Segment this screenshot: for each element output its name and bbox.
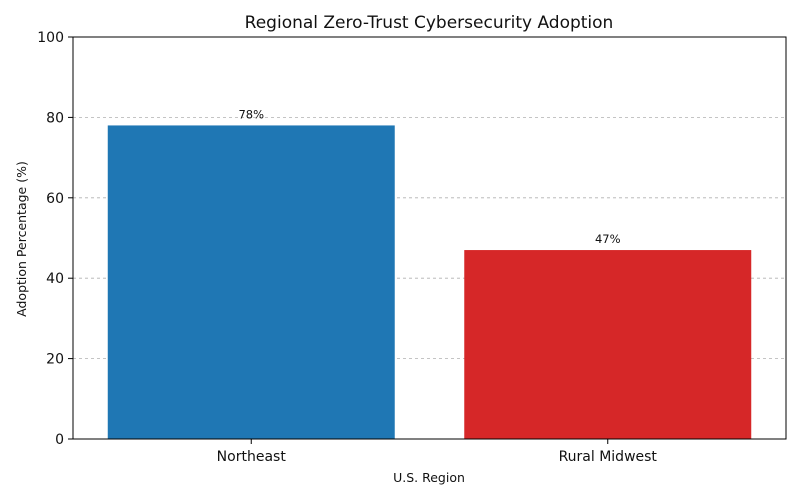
bar-value-label: 78% [238, 107, 264, 121]
y-axis: 0 20 40 60 80 100 [37, 30, 73, 448]
y-tick-label: 20 [46, 352, 64, 368]
x-tick-label: Northeast [217, 449, 287, 465]
y-tick-label: 100 [37, 30, 64, 46]
y-tick-label: 0 [55, 432, 64, 448]
x-tick-label: Rural Midwest [559, 449, 658, 465]
chart-title: Regional Zero-Trust Cybersecurity Adopti… [245, 13, 614, 33]
x-axis-label: U.S. Region [393, 470, 465, 485]
plot-frame [72, 36, 787, 440]
data-labels: 78% 47% [238, 107, 620, 246]
bar-northeast [107, 125, 395, 439]
y-axis-label: Adoption Percentage (%) [14, 161, 29, 317]
x-axis: Northeast Rural Midwest [217, 439, 658, 465]
y-tick-label: 60 [46, 191, 64, 207]
bars [107, 125, 752, 439]
bar-rural-midwest [464, 250, 752, 439]
y-tick-label: 40 [46, 271, 64, 287]
bar-value-label: 47% [595, 232, 621, 246]
y-tick-label: 80 [46, 110, 64, 126]
